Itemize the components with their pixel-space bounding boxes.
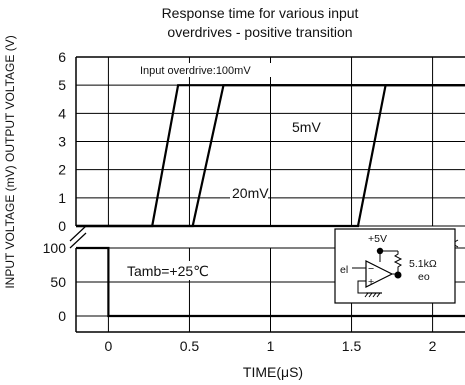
circuit-output-label: eo [418, 271, 430, 283]
label-5mv: 5mV [292, 119, 321, 135]
upper-y-tick-label: 3 [58, 134, 66, 150]
x-tick-label: 2 [429, 338, 437, 354]
upper-y-tick-label: 1 [58, 190, 66, 206]
circuit-resistor-label: 5.1kΩ [409, 258, 437, 270]
ground-icon [364, 292, 381, 298]
circuit-ground-wire [357, 280, 372, 294]
upper-y-tick-label: 6 [58, 49, 66, 65]
overdrive-label-bg [138, 63, 302, 77]
axis-break-mark-2 [69, 232, 87, 249]
lower-y-tick-label: 50 [50, 274, 66, 290]
overdrive-label: Input overdrive:100mV [140, 65, 251, 77]
circuit-plus-label: + [368, 276, 374, 288]
lower-y-tick-label: 100 [43, 240, 67, 256]
upper-y-tick-label: 0 [58, 218, 66, 234]
annotations: Input overdrive:100mV 20mV 5mV Tamb=+25℃ [124, 63, 325, 280]
chart-title-line-2: overdrives - positive transition [167, 24, 353, 40]
circuit-resistor [393, 251, 403, 275]
x-tick-label: 0.5 [180, 338, 200, 354]
lower-y-tick-label: 0 [58, 308, 66, 324]
series-group [76, 84, 465, 318]
tamb-label-bg [124, 261, 256, 280]
input-voltage-line [76, 246, 465, 318]
circuit-comparator [365, 260, 394, 288]
y-axis-label: INPUT VOLTAGE (mV) OUTPUT VOLTAGE (V) [3, 35, 17, 288]
upper-y-tick-label: 4 [58, 105, 66, 121]
tamb-label: Tamb=+25℃ [127, 263, 209, 279]
label-5mv-bg [290, 118, 325, 135]
label-20mv: 20mV [232, 185, 269, 201]
circuit-supply-label: +5V [368, 233, 387, 245]
circuit-minus-label: − [368, 263, 374, 275]
axis-break-mark-1 [69, 225, 87, 242]
circuit-input-label: el [340, 264, 348, 276]
output-series-line-2 [76, 84, 465, 228]
x-tick-label: 1.5 [342, 338, 362, 354]
upper-y-tick-label: 2 [58, 162, 66, 178]
comparator-circuit-inset: +5V 5.1kΩ −+ el eo [334, 228, 456, 304]
x-tick-label: 1 [267, 338, 275, 354]
x-axis-label: TIME(μS) [243, 364, 303, 380]
chart-title-line-1: Response time for various input [161, 5, 359, 21]
label-20mv-bg [230, 184, 268, 201]
circuit-box [334, 228, 456, 304]
upper-y-tick-label: 5 [58, 77, 66, 93]
circuit-output-node [394, 271, 402, 279]
plot-frame [75, 56, 465, 333]
x-ticks: 0 0.5 1 1.5 2 [105, 338, 437, 354]
upper-y-ticks: 6 5 4 3 2 1 0 [58, 49, 66, 234]
lower-y-ticks: 100 50 0 [43, 240, 67, 324]
x-tick-label: 0 [105, 338, 113, 354]
